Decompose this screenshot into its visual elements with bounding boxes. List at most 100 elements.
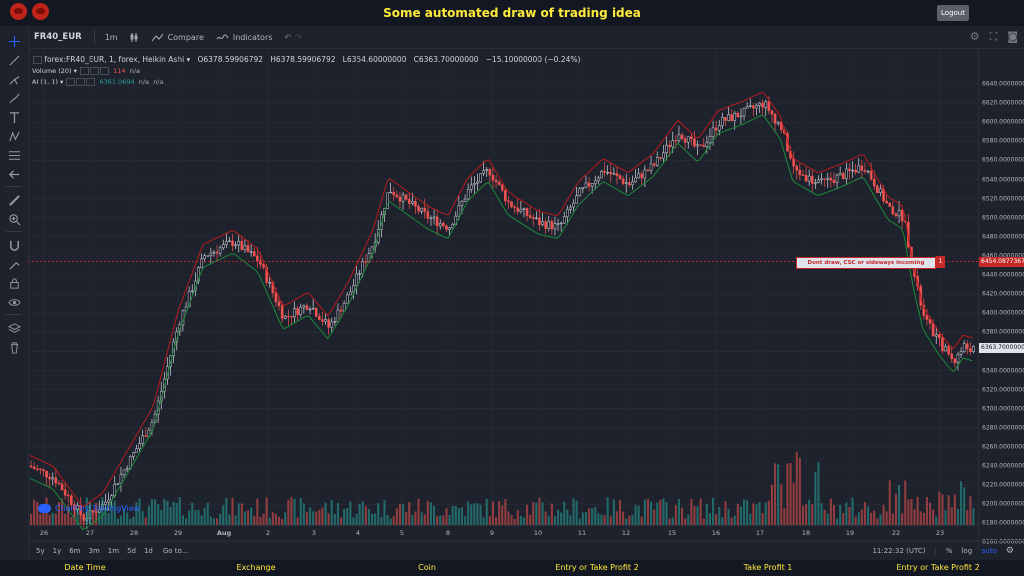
interval-selector[interactable]: 1m <box>104 32 118 42</box>
candle-body <box>144 435 148 437</box>
ruler-icon[interactable] <box>5 191 23 209</box>
volume-bar <box>154 499 157 525</box>
collapse-icon[interactable] <box>33 56 42 64</box>
close-icon[interactable] <box>86 78 96 86</box>
range-1d[interactable]: 1d <box>143 547 153 555</box>
price-chart-pane[interactable] <box>28 48 978 550</box>
volume-bar <box>200 515 203 525</box>
undo-icon[interactable]: ↶ <box>284 32 292 42</box>
chart-style-button[interactable] <box>130 32 139 43</box>
eye-icon[interactable] <box>5 293 23 311</box>
candle-body <box>962 343 966 352</box>
lock-icon[interactable] <box>5 274 23 292</box>
volume-label[interactable]: Volume (20) <box>32 67 72 75</box>
arrow-back-icon[interactable] <box>5 165 23 183</box>
fullscreen-icon[interactable]: ⛶ <box>989 30 998 43</box>
range-1y[interactable]: 1y <box>52 547 62 555</box>
volume-bar <box>829 498 832 525</box>
candle-body <box>677 134 681 142</box>
volume-bar <box>473 503 476 525</box>
time-axis[interactable]: 26 27 28 29 Aug 2 3 4 5 8 9 10 11 12 15 16 17 18 19 22 23 <box>28 525 978 540</box>
gear-icon[interactable]: ⚙ <box>1005 546 1014 556</box>
settings-gear-icon[interactable]: ⚙ <box>969 30 980 43</box>
candle-body <box>603 171 606 173</box>
indicators-button[interactable]: Indicators <box>216 33 272 42</box>
volume-bar <box>42 508 45 525</box>
close-icon[interactable] <box>100 67 109 75</box>
volume-bar <box>628 515 631 525</box>
range-5d[interactable]: 5d <box>127 547 136 555</box>
price-scale[interactable]: 6640.00000000 6620.00000000 6600.00000000 6… <box>978 48 1024 550</box>
volume-bar <box>780 484 783 525</box>
trend-line-icon[interactable] <box>5 51 23 69</box>
candle-body <box>714 127 718 131</box>
log-toggle[interactable]: log <box>961 547 973 555</box>
trash-icon[interactable] <box>5 338 23 356</box>
redo-icon[interactable]: ↷ <box>295 32 302 42</box>
compare-button[interactable]: Compare <box>151 33 204 42</box>
crosshair-icon[interactable] <box>5 32 23 50</box>
volume-bar <box>305 511 308 525</box>
candle-body <box>265 267 268 283</box>
volume-bar <box>150 499 153 525</box>
volume-bar <box>129 518 132 525</box>
auto-toggle[interactable]: auto <box>981 547 997 555</box>
price-label: 6480.00000000 <box>982 233 1024 241</box>
symbol-search[interactable]: FR40_EUR <box>34 32 82 42</box>
candle-body <box>531 217 535 219</box>
trading-idea-annotation[interactable]: Dont draw, CSC or sideways incoming <box>796 257 936 269</box>
volume-bar <box>588 508 591 525</box>
utc-clock[interactable]: 11:22:32 (UTC) <box>872 547 926 555</box>
candle-body <box>479 173 482 183</box>
text-tool-icon[interactable] <box>5 108 23 126</box>
magnet-icon[interactable] <box>5 236 23 254</box>
range-3m[interactable]: 3m <box>88 547 100 555</box>
pattern-icon[interactable] <box>5 127 23 145</box>
zoom-in-icon[interactable] <box>5 210 23 228</box>
volume-bar <box>336 502 339 525</box>
eye-toggle-icon[interactable] <box>80 67 89 75</box>
camera-icon[interactable]: ◙ <box>1007 30 1018 43</box>
col-coin: Coin <box>418 563 436 572</box>
volume-bar <box>535 502 538 525</box>
pitchfork-icon[interactable] <box>5 70 23 88</box>
series-title[interactable]: forex:FR40_EUR, 1, forex, Heikin Ashi <box>44 55 185 64</box>
volume-bar <box>538 497 541 525</box>
volume-bar <box>219 513 222 525</box>
percent-toggle[interactable]: % <box>945 547 953 555</box>
layers-icon[interactable] <box>5 319 23 337</box>
candle-body <box>132 452 135 457</box>
ai-label[interactable]: AI (1, 1) <box>32 78 58 86</box>
range-1m[interactable]: 1m <box>107 547 120 555</box>
volume-bar <box>919 511 922 525</box>
chart-top-toolbar: FR40_EUR 1m Compare Indicators ↶ ↷ ⚙ ⛶ ◙ <box>28 26 1024 49</box>
annotation-flag[interactable]: 1 <box>936 256 945 268</box>
candle-body <box>553 223 557 230</box>
range-6m[interactable]: 6m <box>69 547 81 555</box>
toolbar-divider <box>6 314 22 315</box>
volume-bar <box>367 509 370 525</box>
range-5y[interactable]: 5y <box>36 547 45 555</box>
candle-body <box>928 319 932 324</box>
tradingview-watermark[interactable]: Chart by TradingView <box>38 504 140 513</box>
fib-retracement-icon[interactable] <box>5 146 23 164</box>
candle-body <box>724 116 727 121</box>
goto-button[interactable]: Go to... <box>162 547 189 555</box>
brush-icon[interactable] <box>5 89 23 107</box>
settings-icon[interactable] <box>90 67 99 75</box>
logout-button[interactable]: Logout <box>937 5 969 21</box>
volume-bar <box>699 498 702 525</box>
volume-bar <box>553 516 556 525</box>
volume-bar <box>526 504 529 525</box>
price-label: 6200.00000000 <box>982 500 1024 508</box>
lock-drawing-icon[interactable] <box>5 255 23 273</box>
candle-body <box>826 177 830 180</box>
volume-bar <box>488 516 491 525</box>
settings-icon[interactable] <box>76 78 86 86</box>
volume-bar <box>718 506 721 525</box>
volume-bar <box>364 506 367 525</box>
candle-body <box>752 105 755 109</box>
drawing-toolbar <box>0 26 29 560</box>
candle-body <box>832 179 836 183</box>
eye-toggle-icon[interactable] <box>66 78 76 86</box>
